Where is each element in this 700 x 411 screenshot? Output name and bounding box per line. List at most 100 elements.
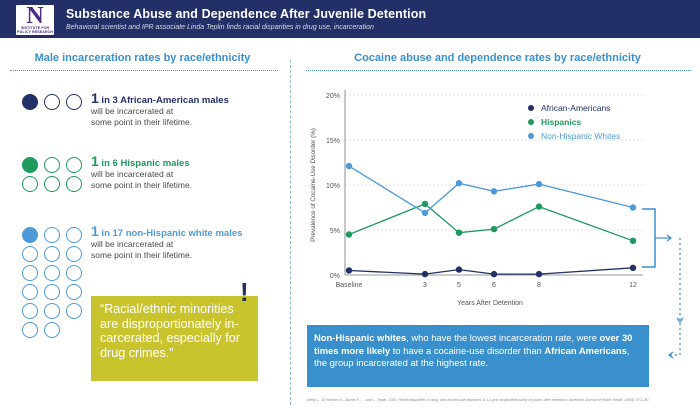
dot-filled — [22, 94, 38, 110]
summary-text-1: , who have the lowest incarceration rate… — [406, 332, 600, 343]
dot-outline — [66, 176, 82, 192]
legend-label: African-Americans — [541, 103, 610, 113]
stat-non-hispanic-white: 1 in 17 non-Hispanic white males will be… — [91, 223, 243, 261]
dot-outline — [44, 94, 60, 110]
summary-box: Non-Hispanic whites, who have the lowest… — [307, 325, 649, 387]
dot-outline — [22, 176, 38, 192]
cocaine-use-line-chart: 0% 5% 10% 15% 20% Baseline 3 5 6 8 12 Years After D… — [310, 90, 643, 307]
stat-2-prefix: 1 — [91, 153, 99, 169]
series-line — [348, 203, 634, 242]
exclamation-icon: ! — [240, 277, 249, 307]
right-panel-title: Cocaine abuse and dependence rates by ra… — [354, 52, 641, 64]
dot-outline — [66, 303, 82, 319]
data-point — [490, 225, 498, 233]
legend-label: Non-Hispanic Whites — [541, 131, 620, 141]
stat-1-group: African-American males — [120, 95, 229, 106]
dot-outline — [22, 303, 38, 319]
page-subtitle: Behavioral scientist and IPR associate L… — [66, 24, 374, 31]
stat-3-ratio: in 17 — [98, 228, 126, 239]
dot-outline — [66, 265, 82, 281]
series-line — [348, 165, 634, 214]
stat-1-prefix: 1 — [91, 90, 99, 106]
institute-logo: N INSTITUTE FOR POLICY RESEARCH — [16, 3, 54, 35]
y-tick-label: 5% — [330, 228, 340, 235]
stat-2-line-3: some point in their lifetime. — [91, 180, 193, 190]
data-point — [535, 270, 543, 278]
summary-bold-1: Non-Hispanic whites — [314, 332, 407, 343]
summary-text-2: to have a cocaine-use disorder than — [390, 344, 545, 356]
dot-outline — [66, 157, 82, 173]
quote-box: “Racial/ethnic minorities are disproport… — [91, 296, 258, 381]
logo-text-line-2: POLICY RESEARCH — [17, 30, 53, 34]
x-tick-label: Baseline — [336, 282, 363, 289]
dot-filled — [22, 227, 38, 243]
stat-hispanic: 1 in 6 Hispanic males will be incarcerat… — [91, 153, 193, 191]
y-tick-label: 10% — [326, 183, 340, 190]
data-point — [629, 204, 637, 211]
dot-outline — [44, 157, 60, 173]
dot-outline — [66, 284, 82, 300]
logo-text-line-1: INSTITUTE FOR — [20, 26, 50, 30]
data-point — [345, 267, 353, 274]
stat-1-line-3: some point in their lifetime. — [91, 117, 193, 127]
page-title: Substance Abuse and Dependence After Juv… — [66, 7, 427, 21]
stat-african-american: 1 in 3 African-American males will be in… — [91, 90, 229, 128]
dot-outline — [22, 246, 38, 262]
x-tick-label: 3 — [423, 282, 427, 289]
stat-1-line-2: will be incarcerated at — [91, 106, 174, 116]
dot-outline — [66, 246, 82, 262]
legend-marker — [528, 105, 534, 111]
series-line — [348, 267, 634, 275]
citation: Welty L., & Harrison A., Abram K., ... a… — [307, 398, 650, 402]
data-point — [535, 203, 543, 210]
right-dotted-rule — [306, 70, 691, 71]
stat-3-group: non-Hispanic white males — [125, 228, 243, 239]
data-point — [421, 200, 429, 208]
logo-text: INSTITUTE FOR POLICY RESEARCH — [16, 26, 54, 34]
summary-text: Non-Hispanic whites, who have the lowest… — [314, 332, 644, 370]
data-point — [345, 231, 353, 238]
x-tick-label: 6 — [492, 282, 496, 289]
logo-letter: N — [26, 3, 44, 29]
dot-outline — [44, 265, 60, 281]
data-point — [490, 188, 498, 195]
dot-outline — [44, 176, 60, 192]
y-tick-label: 15% — [326, 138, 340, 145]
quote-text: “Racial/ethnic minorities are disproport… — [100, 302, 240, 360]
data-point — [629, 264, 637, 271]
summary-bold-2: over 30 times more likely — [314, 332, 633, 356]
dot-outline — [44, 284, 60, 300]
legend-marker — [528, 133, 534, 139]
data-point — [455, 266, 463, 273]
x-tick-label: 8 — [537, 282, 541, 289]
legend-marker — [528, 119, 534, 125]
stat-3-prefix: 1 — [91, 223, 99, 239]
dot-outline — [44, 303, 60, 319]
dot-outline — [66, 94, 82, 110]
dot-outline — [22, 322, 38, 338]
panel-divider — [290, 60, 291, 405]
header-bar: N INSTITUTE FOR POLICY RESEARCH Substanc… — [0, 0, 700, 38]
data-point — [345, 162, 353, 170]
data-point — [629, 237, 637, 244]
data-point — [490, 270, 498, 278]
dot-outline — [22, 284, 38, 300]
summary-text-3: , the group incarcerated at the highest … — [314, 344, 630, 369]
left-dotted-rule — [10, 70, 278, 71]
x-tick-label: 12 — [629, 282, 637, 289]
x-axis-label: Years After Detention — [457, 300, 523, 307]
data-point — [455, 180, 463, 187]
dot-outline — [44, 322, 60, 338]
dot-outline — [22, 265, 38, 281]
data-point — [421, 270, 429, 278]
dot-filled — [22, 157, 38, 173]
data-point — [455, 229, 463, 236]
data-point — [421, 209, 429, 217]
stat-2-group: Hispanic males — [120, 158, 190, 169]
dot-outline — [44, 227, 60, 243]
summary-bold-3: African Americans — [544, 344, 627, 356]
bracket-arrow-icon — [642, 208, 684, 359]
legend-label: Hispanics — [541, 117, 581, 127]
dot-outline — [66, 227, 82, 243]
y-tick-label: 20% — [326, 93, 340, 100]
